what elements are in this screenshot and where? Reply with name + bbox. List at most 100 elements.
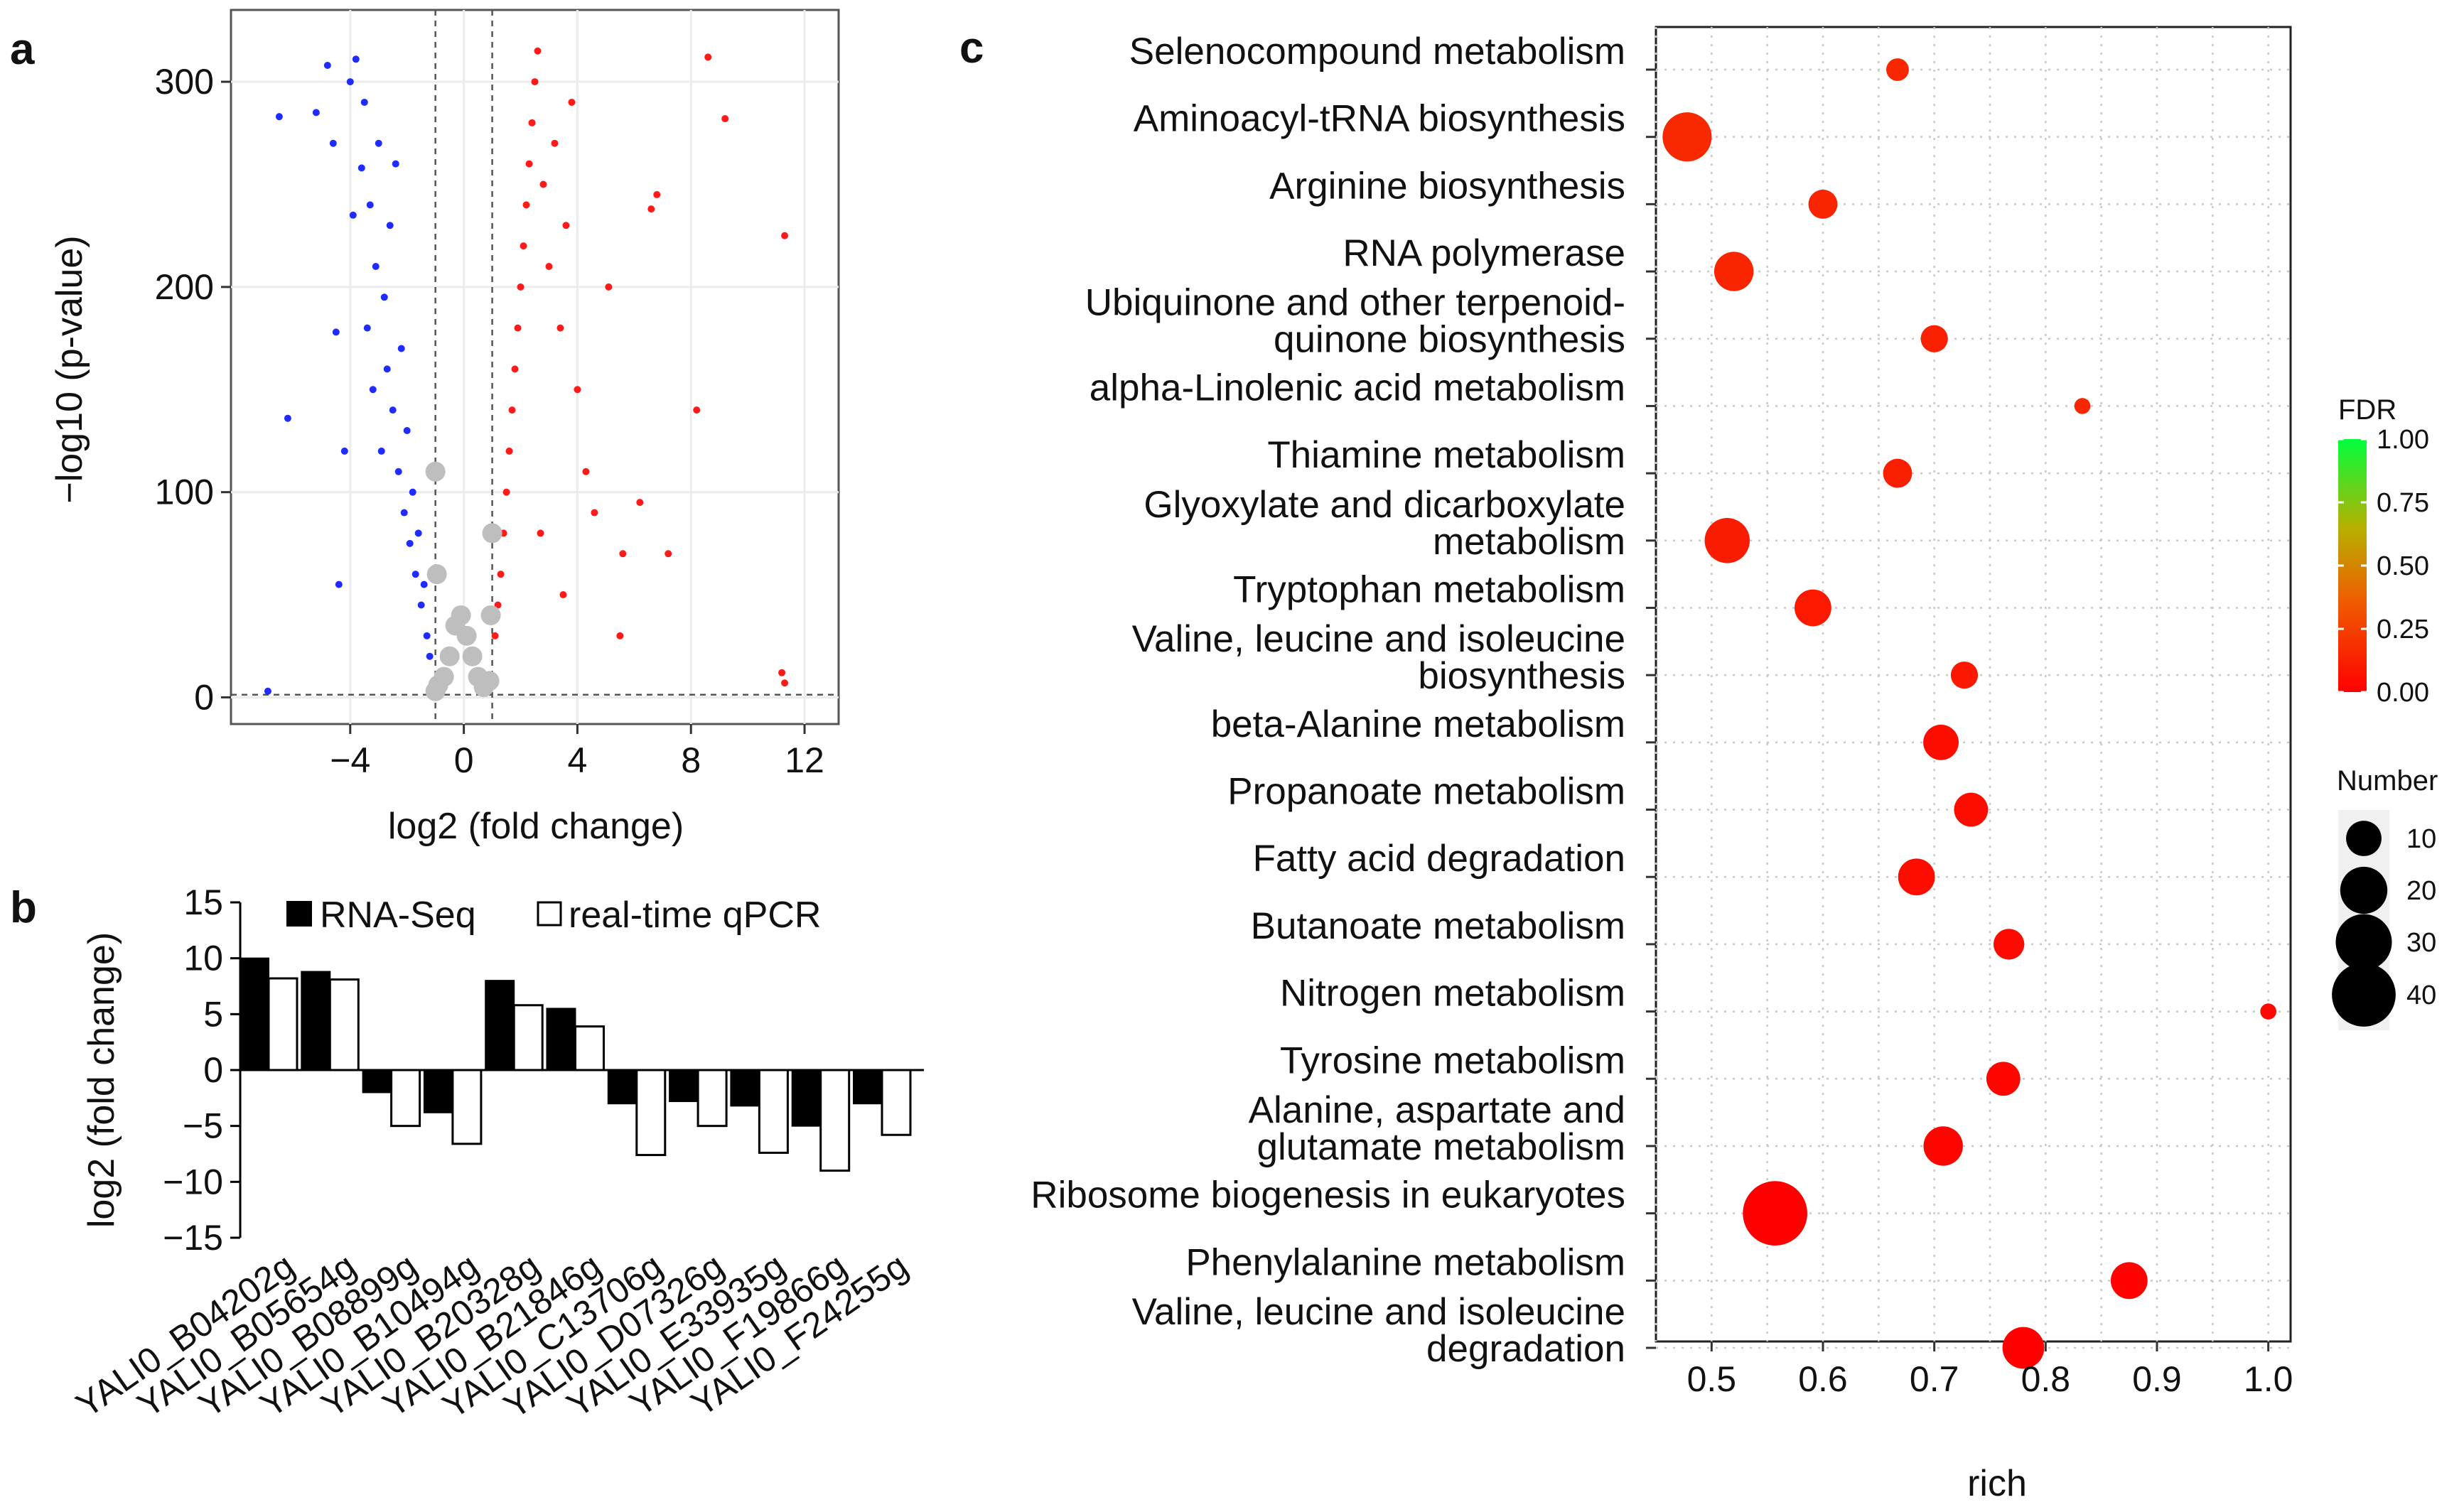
pathway-dot [1883,458,1912,488]
bar-rna-seq [730,1069,760,1107]
volcano-point [511,365,519,373]
volcano-y-tick-label: 0 [194,677,214,717]
pathway-dot [1808,189,1838,219]
pathway-label: RNA polymerase [1343,232,1625,274]
bar-legend: RNA-Seq real-time qPCR [286,895,821,936]
volcano-point [335,580,343,588]
pathway-dot [1898,858,1935,896]
bar-y-tick-label: −15 [163,1218,223,1258]
dot-x-tick-label: 0.8 [2021,1359,2071,1399]
pathway-dot [2260,1003,2276,1020]
pathway-dot [2110,1262,2148,1300]
bar-rna-seq [791,1069,822,1127]
pathway-label-line1: Valine, leucine and isoleucine [1132,1291,1625,1333]
volcano-point [420,580,428,588]
volcano-point [451,605,471,625]
volcano-point [439,646,460,666]
volcano-point [514,324,522,332]
volcano-point [423,632,431,639]
number-legend-title: Number [2337,765,2438,796]
pathway-label: Arginine biosynthesis [1269,165,1625,207]
volcano-point [346,78,354,86]
pathway-label: Tryptophan metabolism [1233,568,1625,610]
bar-y-tick-label: 15 [183,882,223,922]
volcano-point [517,283,524,291]
volcano-point [462,646,483,666]
bar-qpcr [881,1069,912,1136]
volcano-point [605,283,613,291]
pathway-dot [1662,112,1712,162]
volcano-point [653,190,661,198]
number-legend-label: 30 [2406,928,2436,958]
volcano-point [380,293,388,301]
fdr-tick-label: 0.75 [2377,488,2429,518]
volcano-point [778,669,786,676]
volcano-point [636,499,644,507]
number-legend-dot [2340,866,2388,914]
bar-rna-seq [423,1069,453,1113]
volcano-point [275,113,283,121]
bar-qpcr [451,1069,483,1145]
volcano-y-tick-label: 100 [155,472,214,512]
pathway-label-line2: quinone biosynthesis [1274,319,1625,361]
volcano-point [383,365,391,373]
volcano-point [340,447,348,455]
volcano-point [525,160,533,168]
bar-rna-seq [853,1069,883,1105]
volcano-point [665,550,672,558]
pathway-dot [1954,792,1989,827]
number-legend-dot [2332,963,2396,1027]
volcano-point [403,427,411,435]
pathway-label: Ribosome biogenesis in eukaryotes [1031,1174,1625,1216]
pathway-dot [1950,662,1979,689]
volcano-point [386,222,394,230]
volcano-point [537,529,544,537]
pathway-label: Phenylalanine metabolism [1185,1241,1625,1283]
volcano-y-tick-label: 300 [155,62,214,102]
bar-rna-seq [362,1069,392,1094]
volcano-point [616,632,624,639]
bar-qpcr [512,1004,544,1071]
number-legend-label: 10 [2406,824,2436,854]
fdr-tick-label: 0.25 [2377,615,2429,644]
number-legend: Number 10 20 30 40 [2332,765,2438,1030]
pathway-dot [1923,724,1959,760]
volcano-point [497,571,505,578]
volcano-point [582,468,590,475]
legend-label-qpcr: real-time qPCR [569,895,821,936]
volcano-point [482,523,502,544]
volcano-point [332,328,340,336]
volcano-point [425,461,446,482]
fdr-tick-label: 0.00 [2377,678,2429,708]
volcano-y-axis-title: −log10 (p-value) [49,235,90,503]
number-legend-dot [2346,821,2382,856]
dot-x-tick-label: 1.0 [2244,1359,2293,1399]
bar-y-tick-label: 10 [183,939,223,978]
volcano-point [528,119,536,126]
volcano-point [562,222,570,230]
pathway-dot [1993,929,2025,960]
volcano-point [352,55,360,63]
volcano-point [366,201,374,209]
volcano-point [377,447,385,455]
panel-label-a: a [10,25,35,74]
volcano-point [619,550,627,558]
pathway-dot [1743,1181,1807,1246]
volcano-point [568,98,576,106]
volcano-point [312,109,320,117]
volcano-point [480,605,501,625]
bar-rna-seq [607,1069,637,1105]
panel-label-b: b [10,883,37,932]
volcano-point [508,406,516,414]
volcano-point [357,164,365,172]
volcano-plot: −4 0 4 8 12 0 100 200 300 log2 (fold change) −lo… [49,9,840,847]
volcano-point [323,61,331,69]
pathway-dot [1713,252,1754,291]
volcano-point [721,115,729,123]
volcano-point [400,509,408,517]
volcano-x-axis-title: log2 (fold change) [388,806,684,847]
volcano-point [502,488,510,496]
dot-x-tick-label: 0.6 [1798,1359,1848,1399]
